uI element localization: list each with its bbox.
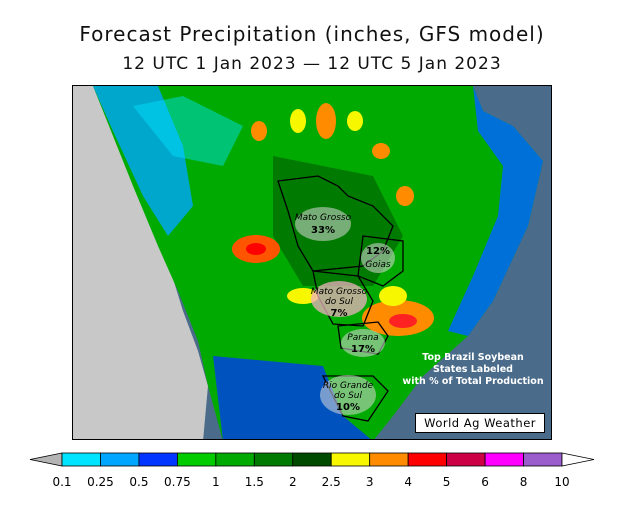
precip-yellow-3 (347, 111, 363, 131)
precip-light (133, 96, 243, 166)
legend-tick-label: 1 (212, 475, 220, 489)
share-rs: 10% (336, 402, 360, 413)
legend-tick-label: 6 (481, 475, 489, 489)
legend-tick-label: 0.5 (129, 475, 148, 489)
legend-swatch (61, 452, 101, 467)
share-parana: 17% (351, 344, 375, 355)
legend-swatch (176, 452, 217, 467)
precip-blue-coast (448, 86, 543, 336)
note-line1: Top Brazil Soybean (422, 352, 524, 363)
map-subtitle: 12 UTC 1 Jan 2023 — 12 UTC 5 Jan 2023 (122, 54, 502, 74)
precip-hot-1-core (246, 243, 266, 255)
map-canvas: Mato Grosso 33% 12% Goias Mato Grosso do… (73, 86, 551, 439)
label-parana: Parana (347, 333, 378, 343)
legend-tick-label: 1.5 (245, 475, 264, 489)
legend-tick-label: 0.1 (52, 475, 71, 489)
share-mato-grosso: 33% (311, 225, 335, 236)
credit-box: World Ag Weather (415, 413, 545, 433)
share-goias: 12% (366, 246, 390, 257)
label-goias: Goias (365, 260, 390, 270)
precip-blue-south (213, 356, 371, 439)
legend-swatch (292, 452, 332, 467)
legend-swatch (253, 452, 294, 467)
legend-swatch (330, 452, 371, 467)
label-halo-go (361, 243, 395, 273)
legend-swatch (369, 452, 409, 467)
precip-yellow-1 (379, 286, 407, 306)
land-outside (73, 86, 208, 439)
precip-yellow-4 (287, 288, 319, 304)
precip-hot-4 (251, 121, 267, 141)
legend-tick-label: 0.25 (87, 475, 114, 489)
precipitation-map: Mato Grosso 33% 12% Goias Mato Grosso do… (72, 85, 552, 440)
legend-swatch (484, 452, 524, 467)
precip-hot-5 (372, 143, 390, 159)
precip-hot-2-core (389, 314, 417, 328)
legend-swatch (446, 452, 486, 467)
legend-tick-label: 8 (520, 475, 528, 489)
legend-arrow-high (561, 452, 595, 467)
map-title: Forecast Precipitation (inches, GFS mode… (79, 22, 545, 46)
label-halo-ms (311, 281, 367, 317)
note-line3: with % of Total Production (402, 376, 543, 387)
border-goias (357, 235, 404, 287)
legend-tick-label: 4 (404, 475, 412, 489)
label-rs-line1: Rio Grande (323, 381, 374, 391)
precip-hot-6 (396, 186, 414, 206)
note-line2: States Labeled (433, 364, 513, 375)
precip-hot-3 (316, 103, 336, 139)
legend-canvas: 0.1 0.25 0.5 0.75 1 1.5 2 2.5 3 4 5 6 8 10 (29, 452, 595, 489)
precip-blue-west (93, 86, 193, 236)
legend-arrow-low (29, 452, 63, 467)
legend-swatch (138, 452, 178, 467)
label-halo-rs (320, 375, 376, 415)
legend-tick-label: 0.75 (164, 475, 191, 489)
legend-swatch (215, 452, 255, 467)
legend-swatch (523, 452, 563, 467)
legend-swatch (407, 452, 448, 467)
legend-tick-label: 2.5 (322, 475, 341, 489)
label-ms-line2: do Sul (325, 297, 353, 307)
precip-yellow-2 (290, 109, 306, 133)
legend-tick-label: 5 (443, 475, 451, 489)
label-mato-grosso: Mato Grosso (295, 213, 352, 223)
label-rs-line2: do Sul (334, 391, 362, 401)
legend-tick-label: 10 (554, 475, 569, 489)
legend-tick-label: 2 (289, 475, 297, 489)
label-halo-mt (295, 207, 351, 241)
label-ms-line1: Mato Grosso (311, 287, 368, 297)
legend-swatch (100, 452, 140, 467)
share-ms: 7% (331, 308, 348, 319)
precip-legend: 0.1 0.25 0.5 0.75 1 1.5 2 2.5 3 4 5 6 8 10 (24, 450, 600, 494)
label-halo-pr (341, 329, 385, 357)
legend-tick-label: 3 (366, 475, 374, 489)
